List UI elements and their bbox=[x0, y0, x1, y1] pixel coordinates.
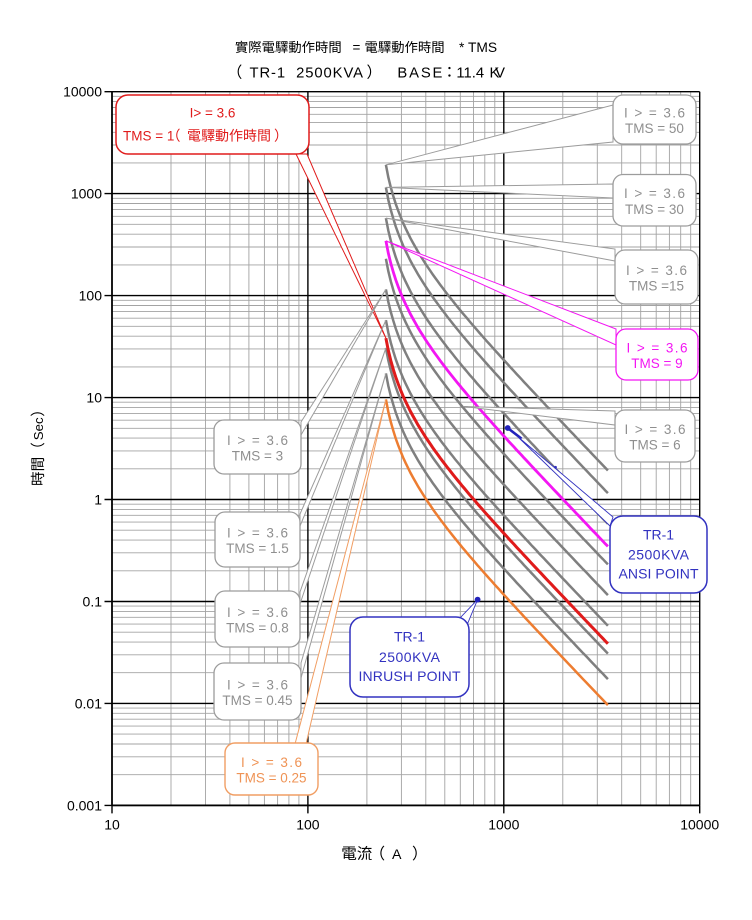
svg-text:I > = 3.6: I > = 3.6 bbox=[626, 263, 687, 278]
svg-text:TMS = 9: TMS = 9 bbox=[631, 356, 682, 371]
svg-text:=: = bbox=[353, 40, 361, 55]
svg-text:I > = 3.6: I > = 3.6 bbox=[627, 341, 688, 356]
svg-text:TMS = 1.5: TMS = 1.5 bbox=[226, 541, 289, 556]
svg-text:INRUSH POINT: INRUSH POINT bbox=[359, 668, 461, 684]
svg-text:A: A bbox=[392, 847, 402, 863]
svg-text:I > = 3.6: I > = 3.6 bbox=[227, 433, 288, 448]
svg-text:10: 10 bbox=[104, 817, 120, 833]
svg-text:1000: 1000 bbox=[488, 817, 519, 833]
svg-text:I > = 3.6: I > = 3.6 bbox=[625, 422, 686, 437]
svg-text:TMS = 30: TMS = 30 bbox=[625, 202, 684, 217]
svg-text:2500KVA: 2500KVA bbox=[628, 547, 690, 563]
svg-text:0.001: 0.001 bbox=[67, 797, 102, 813]
svg-text:100: 100 bbox=[79, 288, 103, 304]
svg-text:* TMS: * TMS bbox=[459, 40, 497, 55]
svg-text:ANSI POINT: ANSI POINT bbox=[619, 566, 699, 582]
svg-text:I > = 3.6: I > = 3.6 bbox=[624, 106, 685, 121]
svg-text:2500KVA: 2500KVA bbox=[379, 649, 441, 665]
svg-text:I> = 3.6: I> = 3.6 bbox=[190, 106, 236, 121]
svg-text:TMS = 0.45: TMS = 0.45 bbox=[222, 693, 292, 708]
svg-text:TMS =15: TMS =15 bbox=[629, 279, 684, 294]
svg-text:1000: 1000 bbox=[71, 186, 102, 202]
svg-text:10000: 10000 bbox=[680, 817, 719, 833]
svg-text:KV: KV bbox=[490, 66, 506, 82]
svg-text:11.4: 11.4 bbox=[456, 66, 484, 82]
svg-text:TMS = 0.8: TMS = 0.8 bbox=[226, 621, 289, 636]
svg-text:I > = 3.6: I > = 3.6 bbox=[624, 186, 685, 201]
svg-text:10000: 10000 bbox=[63, 84, 102, 100]
svg-text:100: 100 bbox=[296, 817, 320, 833]
svg-text:TR-1: TR-1 bbox=[394, 629, 425, 645]
svg-text:TMS = 6: TMS = 6 bbox=[629, 438, 680, 453]
svg-text:TMS = 3: TMS = 3 bbox=[232, 449, 283, 464]
svg-text:TR-1: TR-1 bbox=[643, 527, 674, 543]
svg-text:0.1: 0.1 bbox=[83, 594, 103, 610]
svg-text:TR-1 2500KVA: TR-1 2500KVA bbox=[250, 66, 364, 82]
svg-text:10: 10 bbox=[86, 390, 102, 406]
svg-text:I > = 3.6: I > = 3.6 bbox=[227, 605, 288, 620]
svg-text:I > = 3.6: I > = 3.6 bbox=[227, 526, 288, 541]
svg-text:TMS = 1: TMS = 1 bbox=[123, 129, 174, 144]
svg-text:Sec: Sec bbox=[31, 417, 46, 440]
svg-text:1: 1 bbox=[94, 492, 102, 508]
svg-text:TMS = 50: TMS = 50 bbox=[625, 121, 684, 136]
svg-text:I > = 3.6: I > = 3.6 bbox=[241, 755, 302, 770]
svg-text:BASE: BASE bbox=[397, 66, 442, 82]
svg-text:0.01: 0.01 bbox=[75, 695, 102, 711]
svg-text:TMS = 0.25: TMS = 0.25 bbox=[236, 771, 306, 786]
svg-text:I > = 3.6: I > = 3.6 bbox=[227, 678, 288, 693]
